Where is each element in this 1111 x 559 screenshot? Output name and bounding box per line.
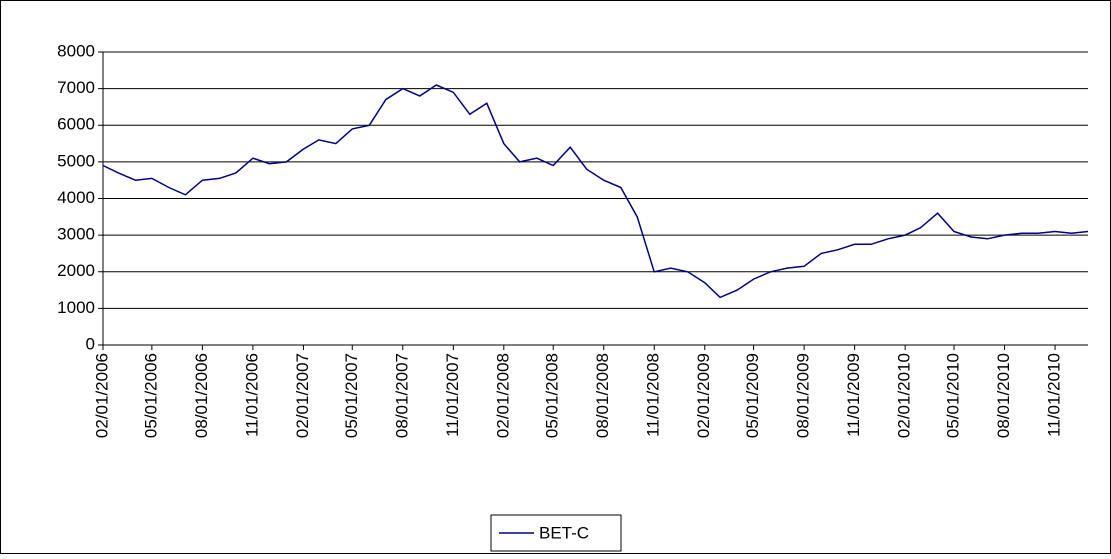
x-tick-label: 05/01/2009 xyxy=(743,353,762,438)
x-tick-label: 02/01/2006 xyxy=(92,353,111,438)
x-tick-label: 08/01/2006 xyxy=(192,353,211,438)
y-tick-label: 1000 xyxy=(57,298,95,317)
x-tick-label: 08/01/2007 xyxy=(392,353,411,438)
x-tick-label: 02/01/2007 xyxy=(293,353,312,438)
y-tick-label: 8000 xyxy=(57,41,95,60)
y-tick-label: 4000 xyxy=(57,188,95,207)
y-tick-label: 3000 xyxy=(57,225,95,244)
x-tick-label: 02/01/2009 xyxy=(694,353,713,438)
x-tick-label: 11/01/2006 xyxy=(242,353,261,437)
x-tick-label: 05/01/2007 xyxy=(342,353,361,438)
y-tick-label: 0 xyxy=(86,334,95,353)
x-tick-label: 08/01/2010 xyxy=(994,353,1013,438)
y-tick-label: 6000 xyxy=(57,115,95,134)
x-tick-label: 11/01/2007 xyxy=(443,353,462,437)
x-tick-label: 11/01/2008 xyxy=(644,353,663,437)
x-tick-label: 11/01/2010 xyxy=(1045,353,1064,437)
x-tick-label: 05/01/2010 xyxy=(944,353,963,438)
x-tick-label: 05/01/2008 xyxy=(543,353,562,438)
y-tick-label: 2000 xyxy=(57,261,95,280)
legend-label: BET-C xyxy=(539,523,589,542)
x-tick-label: 08/01/2009 xyxy=(794,353,813,438)
x-tick-label: 02/01/2010 xyxy=(895,353,914,438)
x-tick-label: 02/01/2008 xyxy=(493,353,512,438)
y-tick-label: 7000 xyxy=(57,78,95,97)
x-tick-label: 08/01/2008 xyxy=(593,353,612,438)
x-tick-label: 11/01/2009 xyxy=(844,353,863,437)
y-tick-label: 5000 xyxy=(57,151,95,170)
x-tick-label: 05/01/2006 xyxy=(141,353,160,438)
line-series xyxy=(102,84,1089,299)
